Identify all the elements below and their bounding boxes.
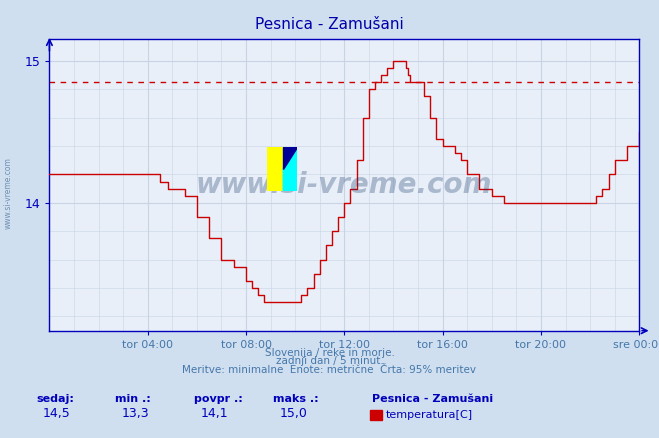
Text: min .:: min .: bbox=[115, 394, 151, 403]
Text: Meritve: minimalne  Enote: metrične  Črta: 95% meritev: Meritve: minimalne Enote: metrične Črta:… bbox=[183, 365, 476, 375]
Text: zadnji dan / 5 minut.: zadnji dan / 5 minut. bbox=[275, 357, 384, 366]
Text: Pesnica - Zamušani: Pesnica - Zamušani bbox=[255, 17, 404, 32]
Text: www.si-vreme.com: www.si-vreme.com bbox=[3, 157, 13, 229]
Text: 13,3: 13,3 bbox=[122, 407, 150, 420]
Polygon shape bbox=[283, 147, 297, 191]
Text: temperatura[C]: temperatura[C] bbox=[386, 410, 473, 420]
Text: 15,0: 15,0 bbox=[280, 407, 308, 420]
Text: 14,1: 14,1 bbox=[201, 407, 229, 420]
Polygon shape bbox=[267, 147, 283, 191]
Text: sedaj:: sedaj: bbox=[36, 394, 74, 403]
Text: www.si-vreme.com: www.si-vreme.com bbox=[196, 171, 492, 199]
Text: maks .:: maks .: bbox=[273, 394, 319, 403]
Text: Pesnica - Zamušani: Pesnica - Zamušani bbox=[372, 394, 494, 403]
Polygon shape bbox=[283, 147, 297, 169]
Text: povpr .:: povpr .: bbox=[194, 394, 243, 403]
Text: 14,5: 14,5 bbox=[43, 407, 71, 420]
Text: Slovenija / reke in morje.: Slovenija / reke in morje. bbox=[264, 348, 395, 357]
